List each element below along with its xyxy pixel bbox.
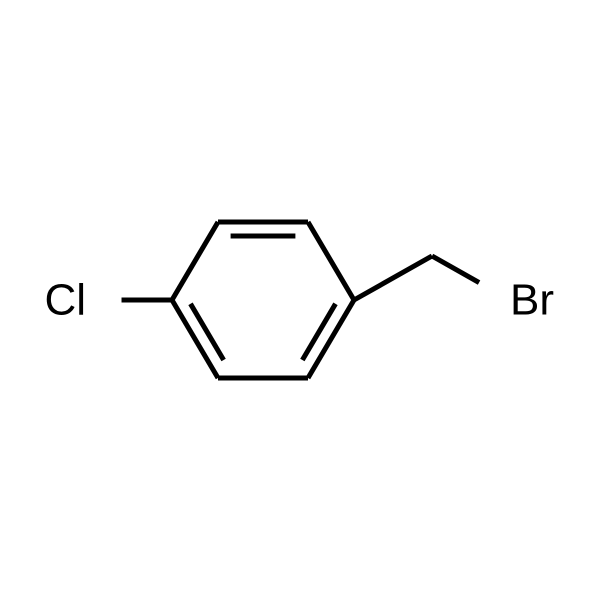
bond [302, 304, 335, 360]
bond [190, 304, 223, 360]
bond [172, 222, 218, 300]
atom-label-br: Br [510, 276, 554, 325]
bond [308, 222, 354, 300]
molecule-diagram: Cl Br [0, 0, 600, 600]
bond [354, 256, 432, 300]
bond [432, 256, 479, 283]
atom-label-cl: Cl [44, 276, 86, 325]
